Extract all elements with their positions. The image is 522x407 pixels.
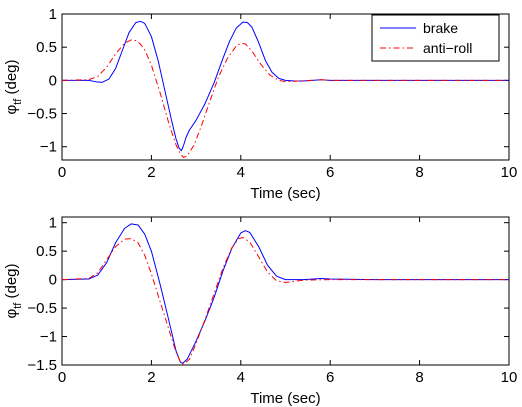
y-tick-label: 0.5 bbox=[36, 243, 57, 260]
x-tick-label: 6 bbox=[326, 164, 334, 181]
y-tick-label: 1 bbox=[49, 215, 57, 232]
y-axis-unit: (deg) bbox=[3, 263, 20, 302]
series-line-brake bbox=[62, 223, 509, 364]
y-tick-label: −1 bbox=[40, 329, 57, 346]
y-tick-label: 0.5 bbox=[36, 39, 57, 56]
legend-box bbox=[371, 14, 500, 62]
x-tick-label: 2 bbox=[147, 164, 155, 181]
x-tick-label: 0 bbox=[58, 164, 66, 181]
y-axis-symbol: φ bbox=[3, 309, 20, 319]
series-line-anti-roll bbox=[62, 236, 509, 365]
y-axis-subscript: tf bbox=[12, 302, 24, 309]
y-axis-unit: (deg) bbox=[3, 59, 20, 98]
bottom-chart: 0 2 4 6 8 10 1 0.5 0 −0.5 −1 −1.5 Time (sec) φtf (deg… bbox=[3, 215, 517, 407]
y-axis-subscript: tf bbox=[12, 98, 24, 105]
x-tick-label: 2 bbox=[147, 369, 155, 386]
y-tick-label: −1 bbox=[40, 139, 57, 156]
top-chart: 0 2 4 6 8 10 1 0.5 0 −0.5 −1 Time (sec) φtf (deg) bra… bbox=[3, 6, 517, 202]
x-tick-label: 8 bbox=[415, 369, 423, 386]
y-tick-label: −0.5 bbox=[27, 300, 57, 317]
x-tick-label: 4 bbox=[237, 369, 245, 386]
y-axis-label: φtf (deg) bbox=[3, 59, 24, 114]
y-tick-label: 0 bbox=[49, 272, 57, 289]
y-tick-label: −0.5 bbox=[27, 106, 57, 123]
series-line-brake bbox=[62, 20, 509, 152]
legend-label: anti−roll bbox=[423, 40, 472, 56]
x-tick-label: 0 bbox=[58, 369, 66, 386]
x-tick-label: 6 bbox=[326, 369, 334, 386]
y-tick-label: 1 bbox=[49, 6, 57, 23]
legend-label: brake bbox=[423, 20, 458, 36]
y-tick-label: 0 bbox=[49, 72, 57, 89]
x-tick-label: 4 bbox=[237, 164, 245, 181]
x-tick-label: 10 bbox=[501, 369, 518, 386]
x-tick-label: 10 bbox=[501, 164, 518, 181]
y-tick-label: −1.5 bbox=[27, 357, 57, 374]
x-tick-label: 8 bbox=[415, 164, 423, 181]
x-axis-label: Time (sec) bbox=[250, 185, 320, 202]
y-axis-label: φtf (deg) bbox=[3, 263, 24, 318]
axes-frame bbox=[61, 216, 510, 366]
x-axis-label: Time (sec) bbox=[250, 390, 320, 407]
series-line-anti-roll bbox=[62, 39, 509, 158]
y-axis-symbol: φ bbox=[3, 105, 20, 115]
